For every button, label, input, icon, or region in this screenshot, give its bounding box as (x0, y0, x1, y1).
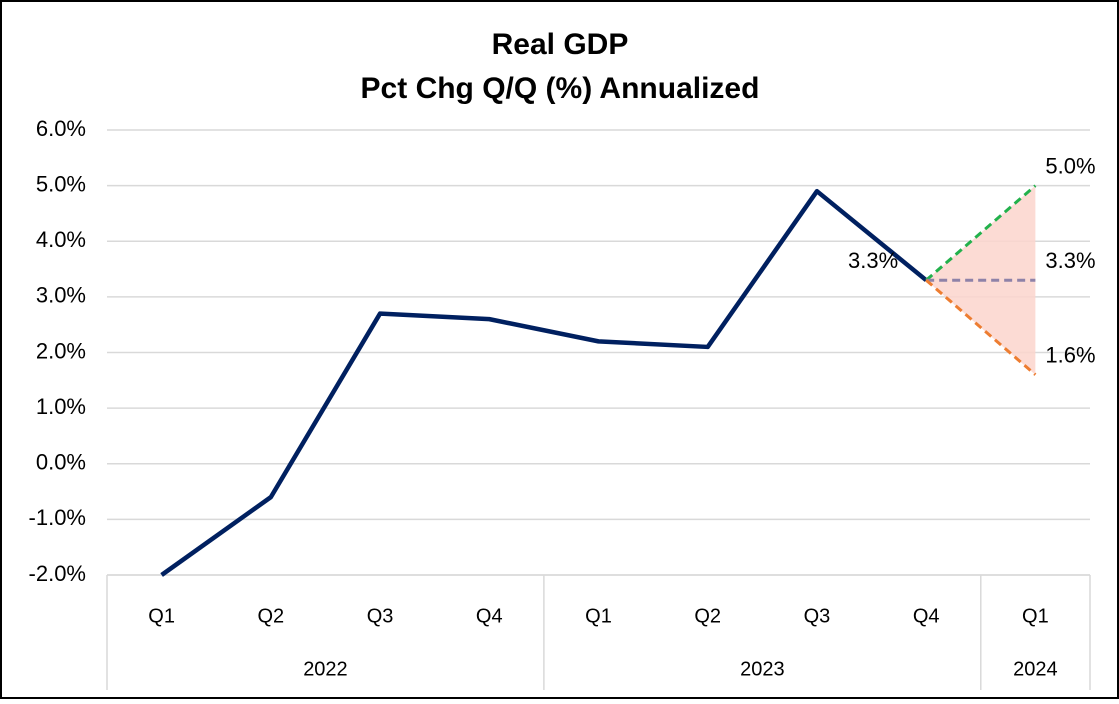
data-label: 5.0% (1045, 153, 1095, 178)
data-label: 3.3% (848, 248, 898, 273)
x-group-label: 2024 (1013, 658, 1058, 680)
y-tick-label: -2.0% (29, 561, 86, 586)
x-tick-label: Q1 (585, 605, 612, 627)
x-group-label: 2022 (303, 658, 348, 680)
y-tick-label: 5.0% (36, 171, 86, 196)
chart-title: Real GDP (492, 28, 629, 61)
data-label: 1.6% (1045, 343, 1095, 368)
y-tick-label: 3.0% (36, 283, 86, 308)
x-tick-label: Q3 (804, 605, 831, 627)
series-line (160, 188, 928, 577)
x-tick-label: Q1 (1022, 605, 1049, 627)
x-tick-label: Q1 (148, 605, 175, 627)
y-tick-label: 0.0% (36, 450, 86, 475)
y-tick-label: -1.0% (29, 505, 86, 530)
y-tick-label: 1.0% (36, 394, 86, 419)
x-tick-label: Q4 (476, 605, 503, 627)
data-label: 3.3% (1045, 248, 1095, 273)
x-tick-label: Q4 (913, 605, 940, 627)
y-tick-label: 4.0% (36, 227, 86, 252)
x-tick-label: Q2 (694, 605, 721, 627)
x-tick-label: Q3 (367, 605, 394, 627)
forecast-line (925, 279, 1037, 376)
y-tick-label: 2.0% (36, 338, 86, 363)
x-group-label: 2023 (740, 658, 785, 680)
y-tick-label: 6.0% (36, 116, 86, 141)
x-tick-label: Q2 (257, 605, 284, 627)
chart-subtitle: Pct Chg Q/Q (%) Annualized (361, 72, 760, 105)
forecast-line (925, 184, 1037, 282)
